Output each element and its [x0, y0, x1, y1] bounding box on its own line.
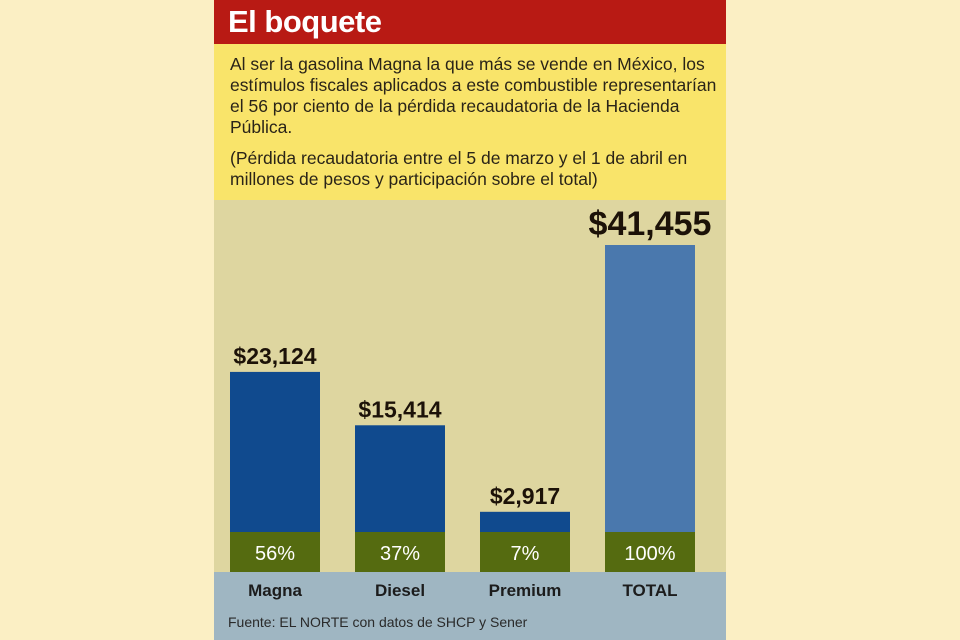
units-note: (Pérdida recaudatoria entre el 5 de marz… [230, 148, 688, 189]
share-band-magna [230, 532, 320, 572]
bar-magna [230, 371, 320, 532]
category-label: TOTAL [622, 581, 678, 600]
description-text: Al ser la gasolina Magna la que más se v… [230, 54, 717, 137]
source-note: Fuente: EL NORTE con datos de SHCP y Sen… [228, 614, 528, 630]
description-box: Al ser la gasolina Magna la que más se v… [214, 44, 726, 200]
share-label: 56% [255, 543, 295, 565]
value-label: $41,455 [589, 205, 712, 243]
share-label: 37% [380, 543, 420, 565]
share-label: 100% [624, 543, 675, 565]
infographic-card: El boquete Al ser la gasolina Magna la q… [214, 0, 726, 640]
share-label: 7% [511, 543, 540, 565]
value-label: $23,124 [233, 343, 316, 369]
bar-premium [480, 511, 570, 532]
value-label: $2,917 [490, 483, 560, 509]
bar-diesel [355, 425, 445, 532]
bar-chart: 56% $23,124 37% $15,414 7% $2,917 100% $41,455 [230, 205, 712, 572]
bar-total [605, 245, 695, 532]
value-label: $15,414 [358, 396, 441, 422]
category-label: Premium [488, 581, 562, 600]
share-band-total [605, 532, 695, 572]
category-label: Magna [248, 581, 302, 600]
category-label: Diesel [374, 581, 426, 600]
share-band-premium [480, 532, 570, 572]
category-band [214, 572, 726, 640]
title-bar: El boquete [214, 0, 726, 44]
chart-title: El boquete [228, 4, 382, 39]
share-band-diesel [355, 532, 445, 572]
